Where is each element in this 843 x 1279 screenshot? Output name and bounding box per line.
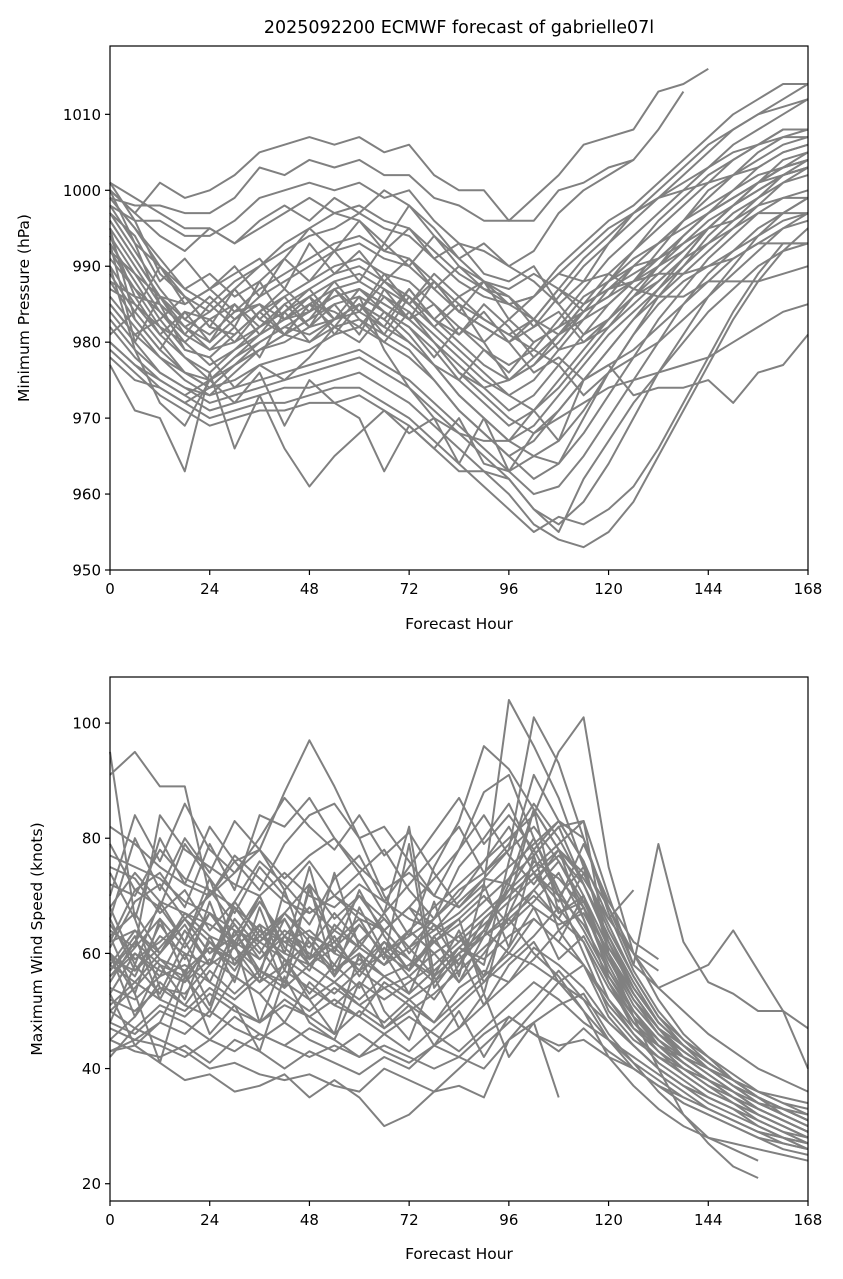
wind-series-line-46 [109, 773, 759, 1179]
pressure-series-line-26 [109, 212, 809, 473]
pressure-x-tick-label: 48 [300, 580, 319, 598]
wind-y-tick-label: 80 [82, 830, 101, 848]
pressure-series-line-17 [109, 174, 809, 458]
pressure-series-line-37 [109, 219, 809, 382]
pressure-y-tick-label: 1000 [63, 182, 101, 200]
pressure-series-line-25 [109, 189, 809, 442]
pressure-panel: 0 24 48 72 96 120 144 168 950 960 970 980 990 1000 101… [15, 45, 823, 633]
chart-title: 2025092200 ECMWF forecast of gabrielle07… [264, 18, 654, 38]
wind-series-line-21 [109, 952, 809, 1145]
wind-x-tick-label: 72 [400, 1211, 419, 1229]
wind-series-line-42 [109, 843, 659, 995]
pressure-x-tick-label: 0 [105, 580, 115, 598]
wind-panel: 0 24 48 72 96 120 144 168 20 40 60 80 100 Forecast H… [28, 676, 823, 1263]
wind-y-tick-label: 40 [82, 1060, 101, 1078]
pressure-x-tick-label: 24 [200, 580, 219, 598]
wind-y-tick-label: 100 [72, 715, 101, 733]
pressure-series-line-18 [109, 189, 809, 480]
pressure-x-tick-label: 144 [694, 580, 723, 598]
pressure-axes: 0 24 48 72 96 120 144 168 950 960 970 980 990 1000 101… [63, 45, 823, 598]
pressure-series-line-2 [109, 67, 709, 222]
pressure-series-line-39 [109, 158, 809, 321]
wind-x-tick-label: 120 [594, 1211, 623, 1229]
pressure-series-line-21 [109, 227, 809, 549]
pressure-y-tick-label: 1010 [63, 106, 101, 124]
wind-x-tick-label: 168 [794, 1211, 823, 1229]
wind-series-line-33 [109, 940, 560, 1098]
pressure-series-line-41 [109, 196, 808, 382]
wind-series-line-27 [109, 796, 809, 1122]
wind-x-tick-label: 48 [300, 1211, 319, 1229]
wind-series-line-44 [109, 848, 809, 1093]
wind-x-axis-label: Forecast Hour [405, 1245, 513, 1263]
pressure-series-line-40 [109, 166, 809, 351]
pressure-y-tick-label: 950 [72, 562, 101, 580]
wind-x-tick-label: 0 [105, 1211, 115, 1229]
pressure-x-tick-label: 120 [594, 580, 623, 598]
wind-x-tick-label: 24 [200, 1211, 219, 1229]
wind-series-line-22 [109, 981, 809, 1151]
pressure-x-tick-label: 72 [400, 580, 419, 598]
wind-x-tick-label: 144 [694, 1211, 723, 1229]
pressure-x-tick-label: 168 [794, 580, 823, 598]
pressure-y-axis-label: Minimum Pressure (hPa) [15, 214, 33, 402]
wind-y-axis-label: Maximum Wind Speed (knots) [28, 822, 46, 1055]
pressure-y-tick-label: 960 [72, 486, 101, 504]
wind-series-lines [109, 699, 809, 1179]
pressure-x-tick-label: 96 [499, 580, 518, 598]
pressure-series-line-7 [109, 128, 808, 382]
pressure-series-lines [109, 67, 809, 549]
pressure-series-line-31 [109, 128, 808, 389]
wind-series-line-40 [109, 946, 809, 1139]
pressure-series-line-19 [109, 197, 809, 496]
wind-series-line-41 [109, 796, 635, 943]
pressure-y-tick-label: 980 [72, 334, 101, 352]
wind-series-line-32 [109, 969, 809, 1151]
pressure-axes-frame [109, 45, 809, 571]
pressure-y-tick-label: 970 [72, 410, 101, 428]
pressure-series-line-29 [109, 166, 809, 344]
wind-axes: 0 24 48 72 96 120 144 168 20 40 60 80 100 [72, 676, 823, 1229]
wind-y-tick-label: 60 [82, 945, 101, 963]
wind-series-line-45 [109, 992, 759, 1162]
wind-series-line-17 [109, 814, 809, 1133]
wind-axes-frame [109, 676, 809, 1202]
pressure-series-line-24 [109, 303, 809, 488]
pressure-series-line-1 [109, 136, 634, 222]
wind-series-line-37 [109, 866, 809, 1122]
wind-y-tick-label: 20 [82, 1175, 101, 1193]
wind-series-line-43 [109, 808, 659, 984]
pressure-series-line-27 [109, 136, 809, 382]
pressure-y-tick-label: 990 [72, 258, 101, 276]
pressure-series-line-30 [109, 158, 809, 359]
pressure-x-axis-label: Forecast Hour [405, 615, 513, 633]
pressure-series-line-3 [109, 91, 685, 268]
wind-series-line-16 [109, 981, 809, 1162]
wind-x-tick-label: 96 [499, 1211, 518, 1229]
